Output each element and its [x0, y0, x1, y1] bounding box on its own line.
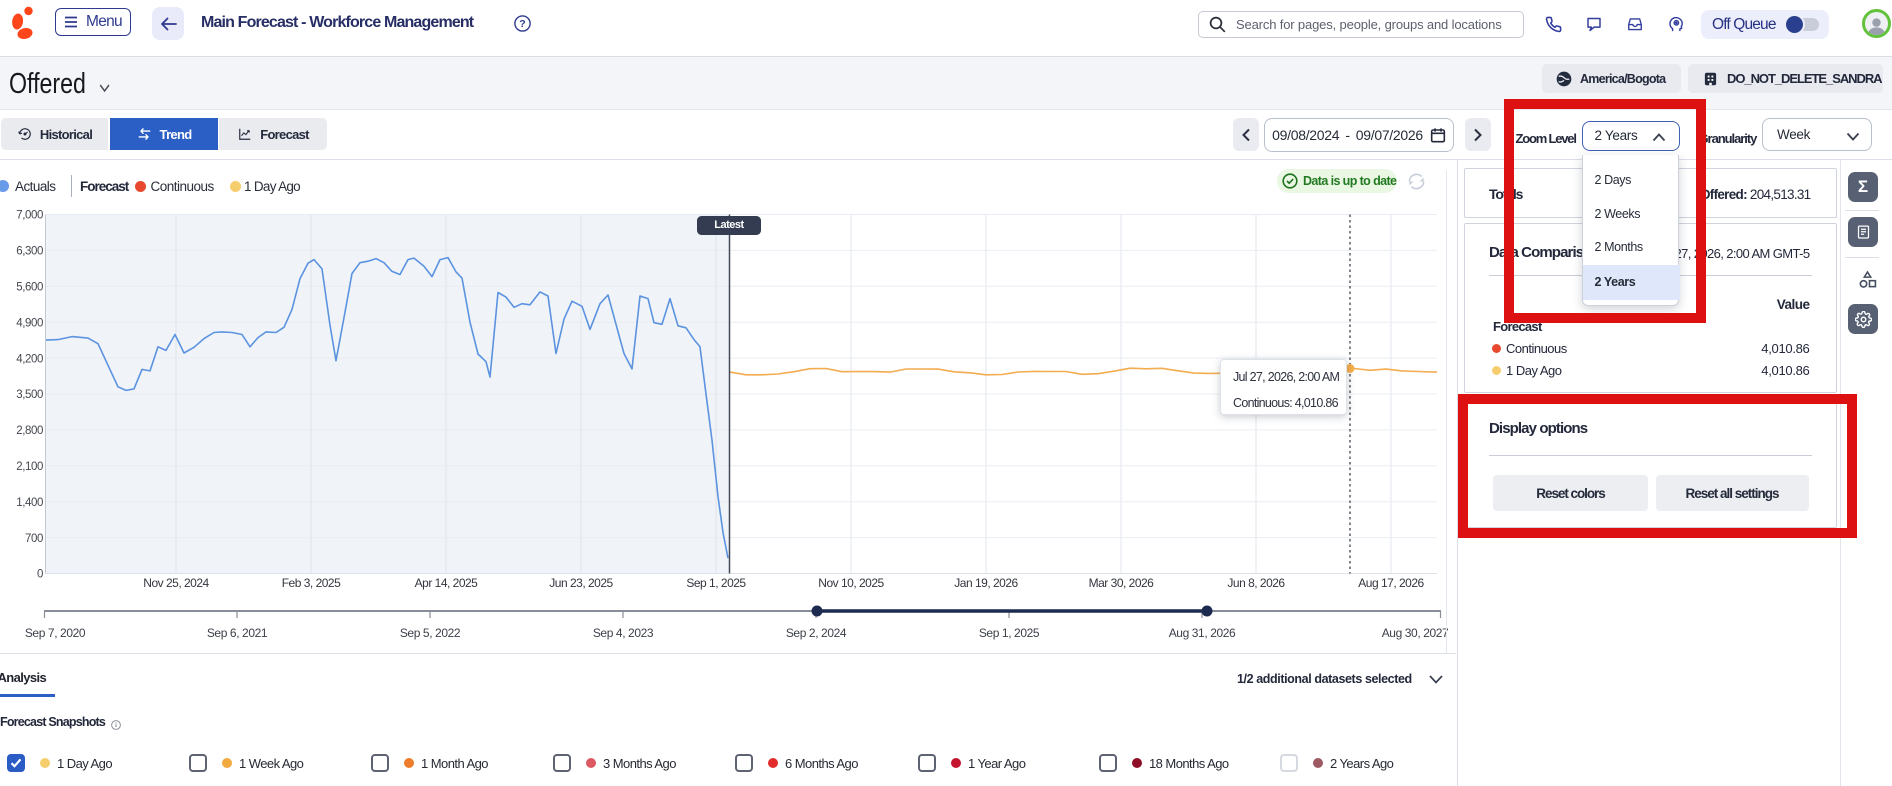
- svg-text:4,900: 4,900: [16, 317, 43, 329]
- svg-text:7,000: 7,000: [16, 210, 43, 222]
- svg-text:Sep 6, 2021: Sep 6, 2021: [207, 626, 268, 640]
- svg-text:5,600: 5,600: [16, 282, 43, 294]
- svg-text:Apr 14, 2025: Apr 14, 2025: [415, 576, 479, 590]
- svg-text:1,400: 1,400: [16, 497, 43, 509]
- svg-text:Jan 19, 2026: Jan 19, 2026: [954, 576, 1018, 590]
- svg-text:2,800: 2,800: [16, 425, 43, 437]
- svg-text:Sep 7, 2020: Sep 7, 2020: [25, 626, 86, 640]
- svg-text:Sep 2, 2024: Sep 2, 2024: [786, 626, 847, 640]
- svg-text:4,200: 4,200: [16, 353, 43, 365]
- svg-text:Aug 30, 2027: Aug 30, 2027: [1382, 626, 1449, 640]
- svg-text:Mar 30, 2026: Mar 30, 2026: [1089, 576, 1155, 590]
- svg-text:Feb 3, 2025: Feb 3, 2025: [282, 576, 341, 590]
- svg-text:Sep 1, 2025: Sep 1, 2025: [979, 626, 1040, 640]
- svg-text:Jun 8, 2026: Jun 8, 2026: [1227, 576, 1285, 590]
- svg-text:0: 0: [37, 569, 43, 581]
- svg-text:Sep 1, 2025: Sep 1, 2025: [686, 576, 746, 590]
- svg-text:Aug 31, 2026: Aug 31, 2026: [1169, 626, 1236, 640]
- svg-text:2,100: 2,100: [16, 461, 43, 473]
- svg-text:?: ?: [519, 18, 525, 30]
- svg-text:Nov 10, 2025: Nov 10, 2025: [818, 576, 884, 590]
- svg-text:3,500: 3,500: [16, 389, 43, 401]
- svg-text:700: 700: [25, 533, 43, 545]
- svg-text:Jun 23, 2025: Jun 23, 2025: [549, 576, 613, 590]
- svg-text:Sep 5, 2022: Sep 5, 2022: [400, 626, 461, 640]
- svg-text:Nov 25, 2024: Nov 25, 2024: [143, 576, 209, 590]
- svg-text:6,300: 6,300: [16, 246, 43, 258]
- svg-text:Sep 4, 2023: Sep 4, 2023: [593, 626, 654, 640]
- svg-text:Aug 17, 2026: Aug 17, 2026: [1358, 576, 1424, 590]
